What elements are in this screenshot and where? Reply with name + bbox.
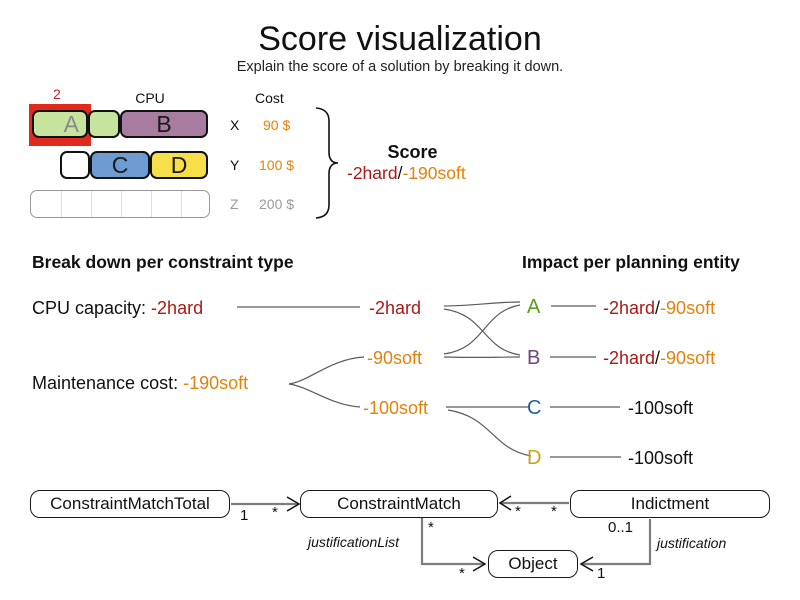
relation-label-justification: justification	[657, 535, 727, 551]
z-row-gridline	[91, 191, 92, 217]
entity-a-impact-soft: -90soft	[660, 298, 716, 318]
arrowhead-into-cm-right-icon	[498, 495, 512, 511]
arrowhead-into-cm-left-icon	[286, 496, 301, 512]
match-2hard: -2hard	[369, 298, 422, 319]
uml-connector-indictment-to-object	[582, 519, 652, 566]
line-2hard-to-entity-b	[443, 308, 521, 356]
page-subtitle: Explain the score of a solution by break…	[236, 59, 564, 75]
process-a-label: A	[63, 110, 79, 137]
constraint-cpu-score: -2hard	[151, 298, 204, 318]
entity-d-impact: -100soft	[628, 448, 694, 468]
match-90soft: -90soft	[367, 348, 423, 369]
z-row-gridline	[181, 191, 182, 217]
score-value: -2hard/-190soft	[347, 163, 466, 184]
entity-c-impact: -100soft	[628, 398, 694, 418]
process-a-box: A	[32, 110, 88, 138]
z-row-gridline	[61, 191, 62, 217]
entity-a-impact-hard: -2hard	[603, 298, 656, 318]
arrowhead-into-object-left-icon	[472, 556, 487, 572]
process-c-box: C	[90, 151, 150, 179]
process-d-label: D	[170, 151, 188, 178]
constraint-maintenance-label: Maintenance cost:	[32, 373, 184, 393]
line-90soft-to-entity-a	[443, 304, 521, 355]
match-100soft: -100soft	[363, 398, 429, 419]
process-b-box: B	[120, 110, 208, 138]
uml-connector-cm-to-object	[420, 518, 484, 566]
impact-heading: Impact per planning entity	[522, 252, 740, 272]
constraint-row-maintenance-cost: Maintenance cost: -190soft	[32, 373, 248, 394]
entity-b-impact: -2hard/-90soft	[603, 348, 715, 369]
machine-y-cost: 100 $	[259, 157, 295, 173]
process-b-label: B	[156, 110, 172, 137]
machine-x-cost: 90 $	[263, 117, 291, 133]
process-d-box: D	[150, 151, 208, 179]
breakdown-heading: Break down per constraint type	[32, 252, 294, 272]
score-separator: /	[397, 163, 403, 183]
machine-z-label: Z	[230, 196, 239, 212]
class-indictment: Indictment	[570, 490, 770, 518]
z-row-gridline	[121, 191, 122, 217]
constraint-row-cpu-capacity: CPU capacity: -2hard	[32, 298, 203, 319]
class-constraint-match-label: ConstraintMatch	[337, 494, 461, 513]
line-maintenance-to-90soft	[288, 356, 365, 385]
entity-a-impact: -2hard/-90soft	[603, 298, 715, 319]
overcapacity-count-label: 2	[53, 86, 61, 102]
entity-c-label: C	[527, 397, 542, 419]
class-object: Object	[488, 550, 578, 578]
class-object-label: Object	[508, 554, 558, 573]
machine-x-label: X	[230, 117, 240, 133]
multiplicity-indictment-side: *	[551, 503, 557, 520]
class-indictment-label: Indictment	[630, 494, 710, 513]
entity-b-impact-hard: -2hard	[603, 348, 656, 368]
score-label: Score	[387, 142, 438, 162]
cost-column-header: Cost	[255, 90, 284, 106]
machine-z-cost: 200 $	[259, 196, 295, 212]
process-spare-box	[88, 110, 120, 138]
entity-b-label: B	[527, 347, 541, 369]
multiplicity-cm-to-object-to: *	[459, 565, 465, 582]
class-constraint-match: ConstraintMatch	[300, 490, 498, 518]
entity-b-impact-separator: /	[655, 348, 661, 368]
page-title: Score visualization	[258, 20, 542, 58]
score-soft-part: -190soft	[402, 163, 466, 183]
constraint-cpu-label: CPU capacity:	[32, 298, 152, 318]
relation-label-justification-list: justificationList	[308, 534, 400, 550]
line-maintenance-to-100soft	[288, 383, 361, 408]
multiplicity-indictment-to-object-to: 1	[597, 565, 606, 582]
constraint-maintenance-score: -190soft	[183, 373, 249, 393]
multiplicity-indictment-to-object-from: 0..1	[608, 519, 634, 536]
entity-a-label: A	[527, 296, 541, 318]
empty-slot-box	[60, 151, 90, 179]
line-100soft-to-entity-d	[447, 409, 532, 457]
z-row-gridline	[151, 191, 152, 217]
cpu-column-header: CPU	[135, 90, 165, 106]
entity-d-label: D	[527, 447, 542, 469]
entity-a-impact-separator: /	[655, 298, 661, 318]
arrowhead-into-object-right-icon	[579, 556, 594, 572]
line-2hard-to-entity-a	[443, 301, 521, 307]
score-hard-part: -2hard	[347, 163, 398, 183]
class-constraint-match-total-label: ConstraintMatchTotal	[50, 494, 210, 513]
class-constraint-match-total: ConstraintMatchTotal	[30, 490, 230, 518]
multiplicity-cm-from-cmt: *	[272, 504, 278, 521]
cost-brace	[315, 107, 339, 219]
entity-b-impact-soft: -90soft	[660, 348, 716, 368]
process-c-label: C	[111, 151, 129, 178]
multiplicity-cm-from-indictment: *	[515, 503, 521, 520]
multiplicity-cmt-side: 1	[240, 507, 249, 524]
machine-z-empty-grid	[30, 190, 210, 218]
machine-y-label: Y	[230, 157, 240, 173]
multiplicity-cm-to-object-from: *	[428, 519, 434, 536]
